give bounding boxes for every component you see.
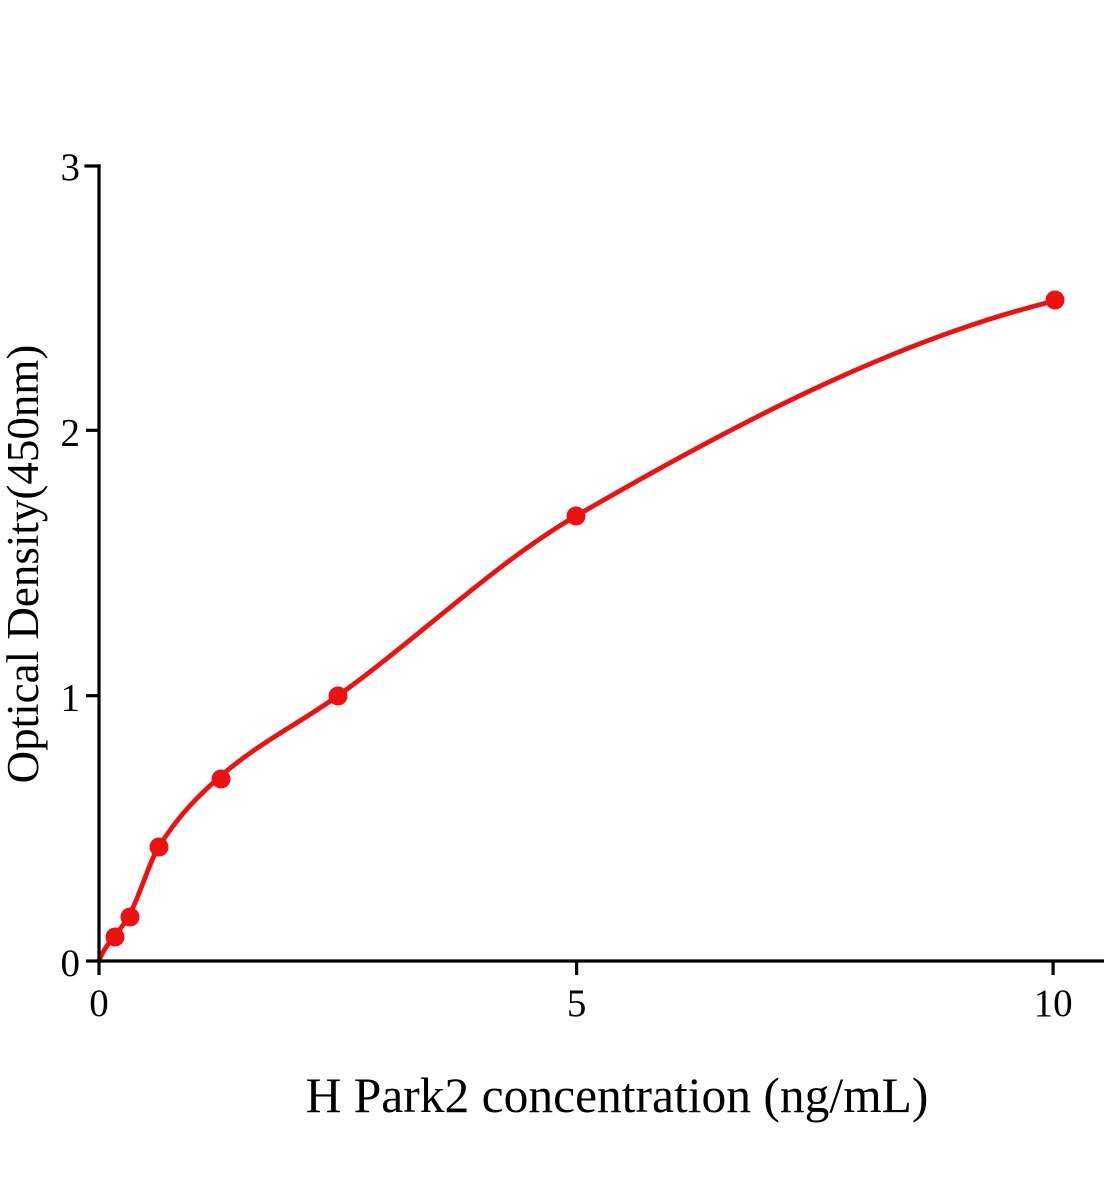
svg-text:Optical Density(450nm): Optical Density(450nm) bbox=[0, 345, 48, 784]
svg-text:0: 0 bbox=[61, 942, 81, 985]
svg-text:10: 10 bbox=[1034, 982, 1073, 1025]
svg-text:0: 0 bbox=[89, 982, 109, 1025]
svg-text:H Park2 concentration (ng/mL): H Park2 concentration (ng/mL) bbox=[306, 1068, 929, 1123]
svg-text:3: 3 bbox=[61, 146, 81, 189]
svg-text:5: 5 bbox=[567, 982, 587, 1025]
svg-text:2: 2 bbox=[61, 411, 81, 454]
svg-text:1: 1 bbox=[61, 677, 81, 720]
